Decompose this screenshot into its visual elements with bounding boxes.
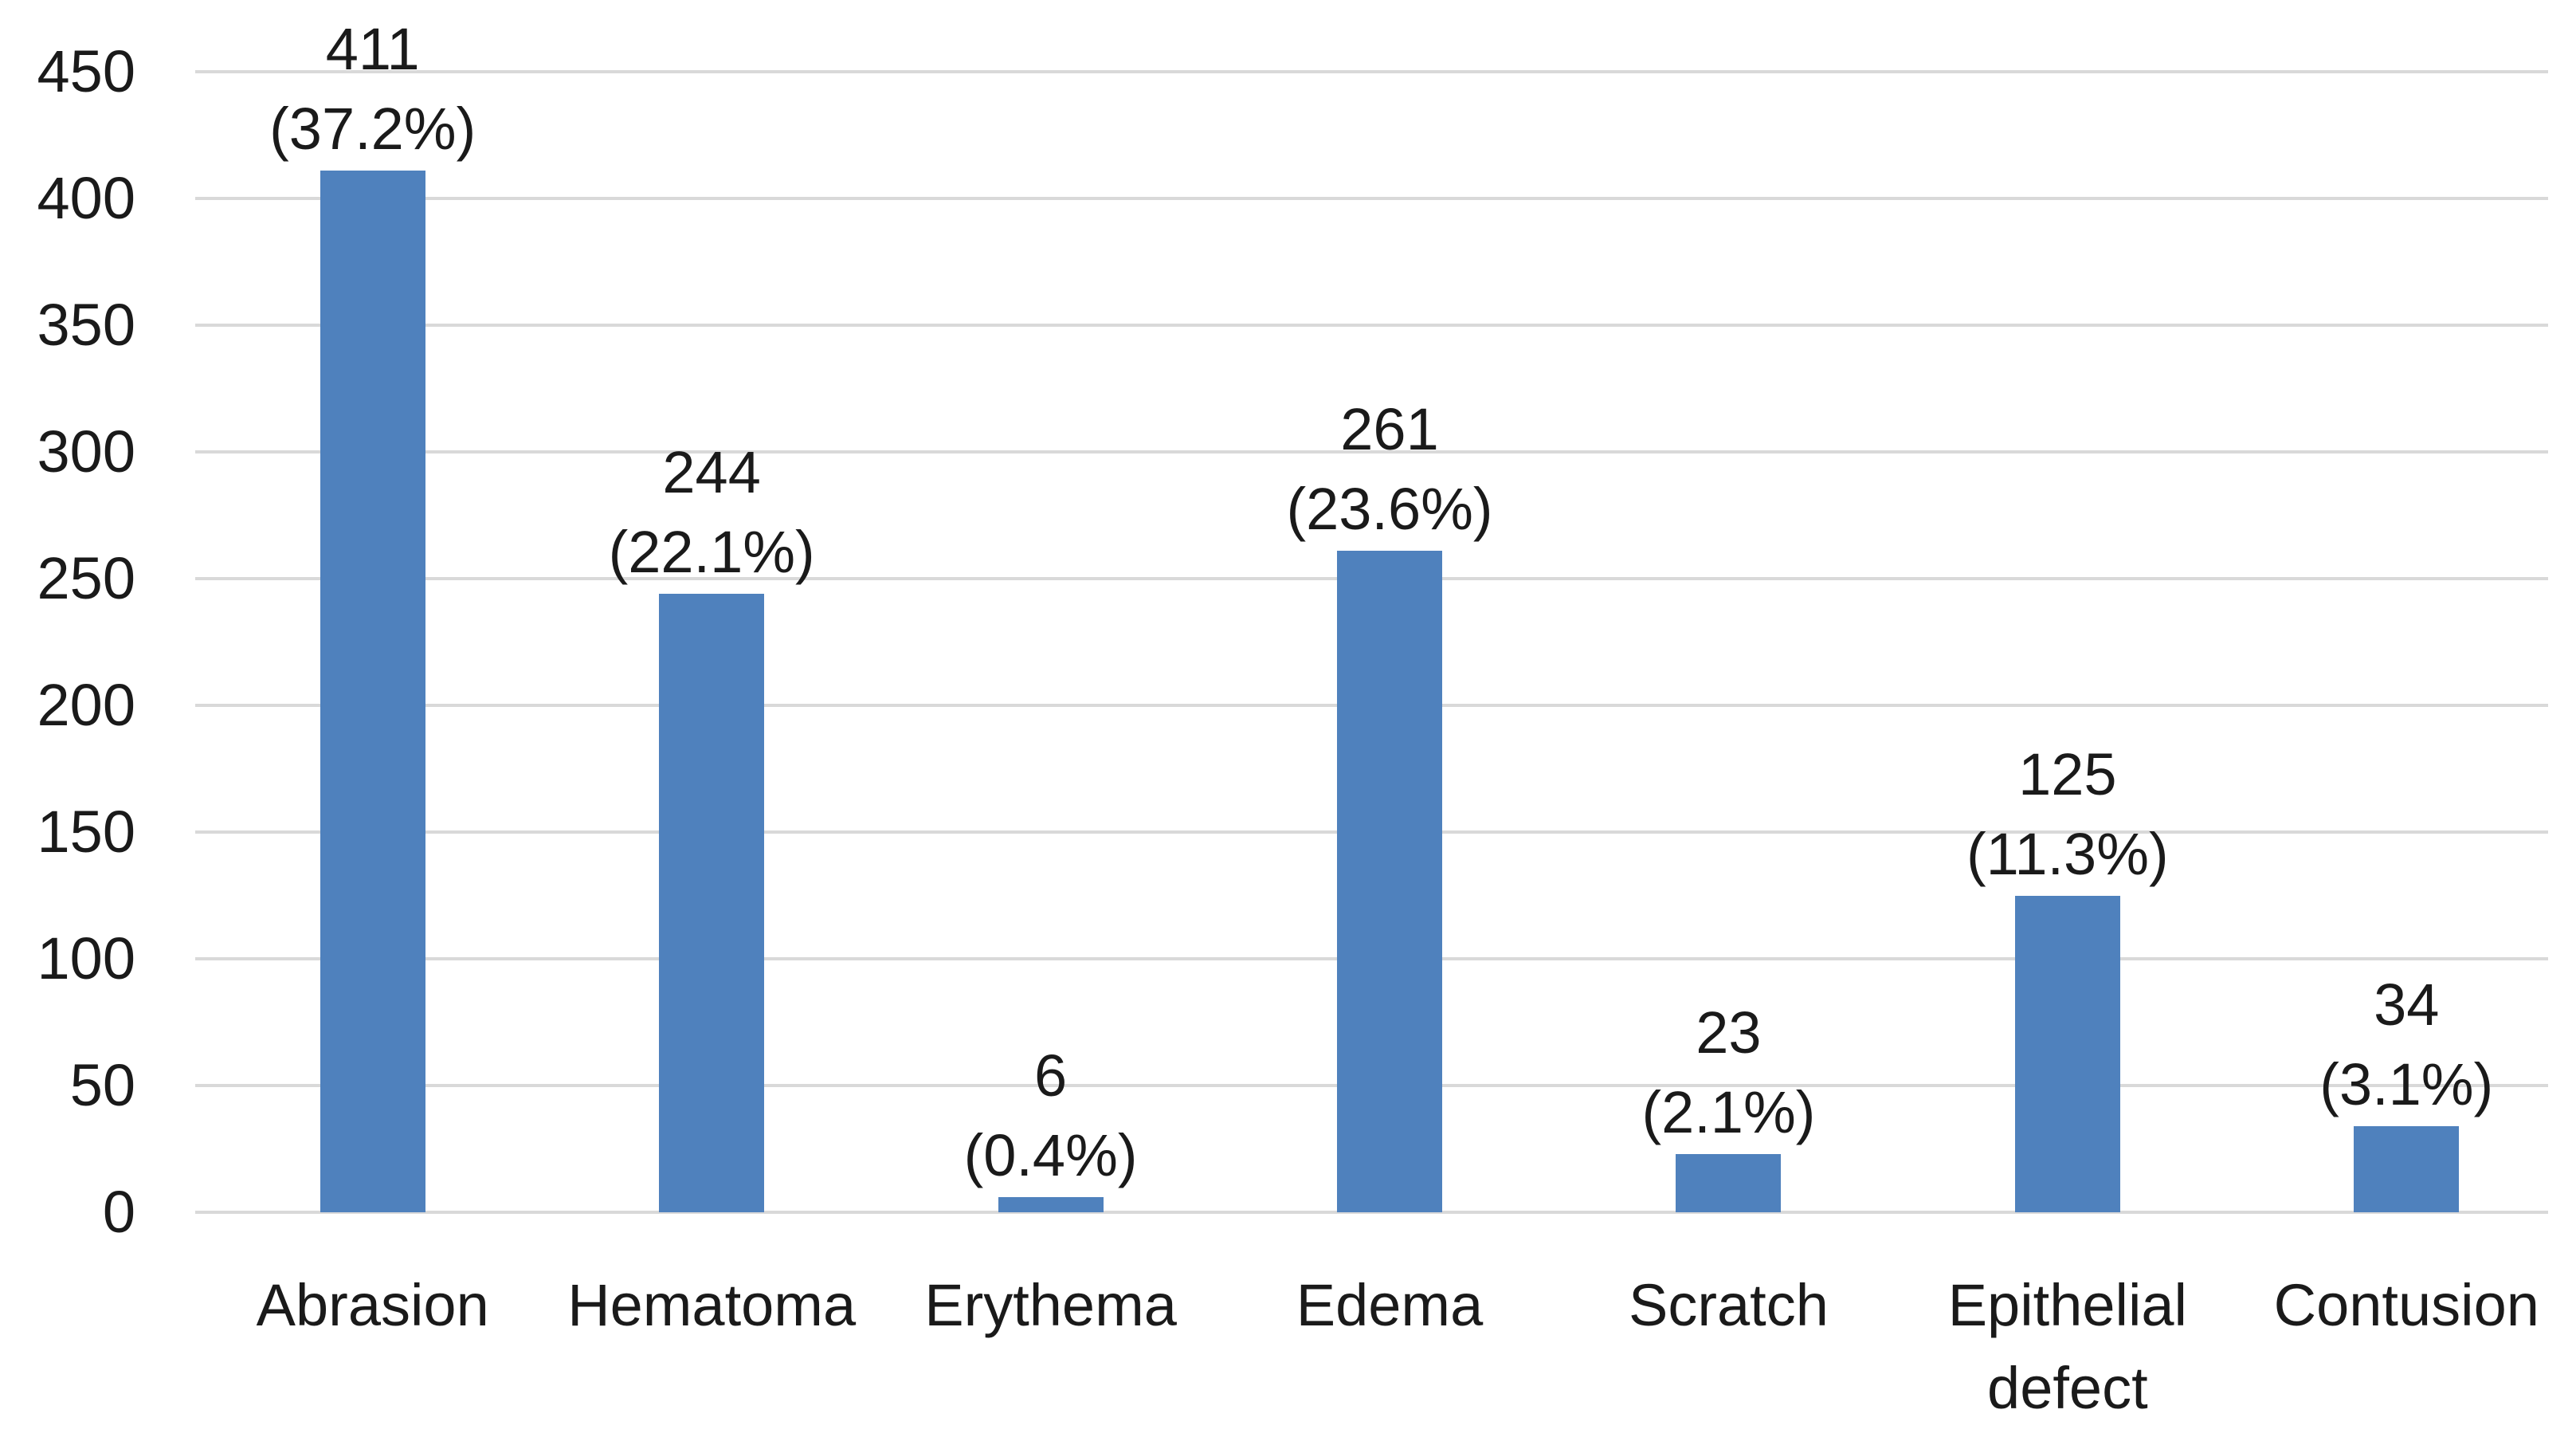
gridline-0 [195, 1211, 2548, 1214]
bar-value-label-erythema: 6 (0.4%) [963, 1042, 1138, 1188]
bar-value-label-epithelial-defect: 125 (11.3%) [1966, 740, 2169, 887]
gridline-350 [195, 324, 2548, 327]
gridline-300 [195, 450, 2548, 454]
bar-value-label-abrasion: 411 (37.2%) [269, 16, 476, 163]
bar-epithelial-defect [2014, 895, 2120, 1212]
y-tick-label-300: 300 [37, 418, 135, 485]
y-tick-label-400: 400 [37, 165, 135, 231]
y-tick-label-150: 150 [37, 799, 135, 865]
y-tick-label-0: 0 [102, 1179, 135, 1245]
bar-hematoma [659, 594, 765, 1212]
x-category-label-scratch: Scratch [1628, 1272, 1829, 1338]
x-category-label-abrasion: Abrasion [256, 1272, 489, 1338]
x-category-label-erythema: Erythema [924, 1272, 1177, 1338]
y-tick-label-200: 200 [37, 672, 135, 738]
bar-abrasion [320, 171, 425, 1212]
y-tick-label-100: 100 [37, 925, 135, 991]
x-category-label-contusion: Contusion [2273, 1272, 2539, 1338]
y-tick-label-50: 50 [69, 1052, 135, 1118]
bar-value-label-scratch: 23 (2.1%) [1641, 999, 1816, 1145]
gridline-400 [195, 197, 2548, 200]
x-category-label-edema: Edema [1296, 1272, 1484, 1338]
bar-edema [1337, 551, 1442, 1212]
bar-contusion [2354, 1125, 2460, 1212]
bar-value-label-hematoma: 244 (22.1%) [608, 439, 815, 586]
y-tick-label-250: 250 [37, 545, 135, 611]
gridline-450 [195, 70, 2548, 73]
x-category-label-hematoma: Hematoma [567, 1272, 857, 1338]
y-tick-label-350: 350 [37, 292, 135, 358]
bar-scratch [1676, 1153, 1782, 1212]
y-tick-label-450: 450 [37, 38, 135, 104]
x-category-label-epithelial-defect: Epithelial defect [1947, 1272, 2187, 1421]
bar-erythema [998, 1196, 1104, 1212]
bar-value-label-contusion: 34 (3.1%) [2319, 971, 2494, 1117]
bar-value-label-edema: 261 (23.6%) [1286, 396, 1493, 543]
